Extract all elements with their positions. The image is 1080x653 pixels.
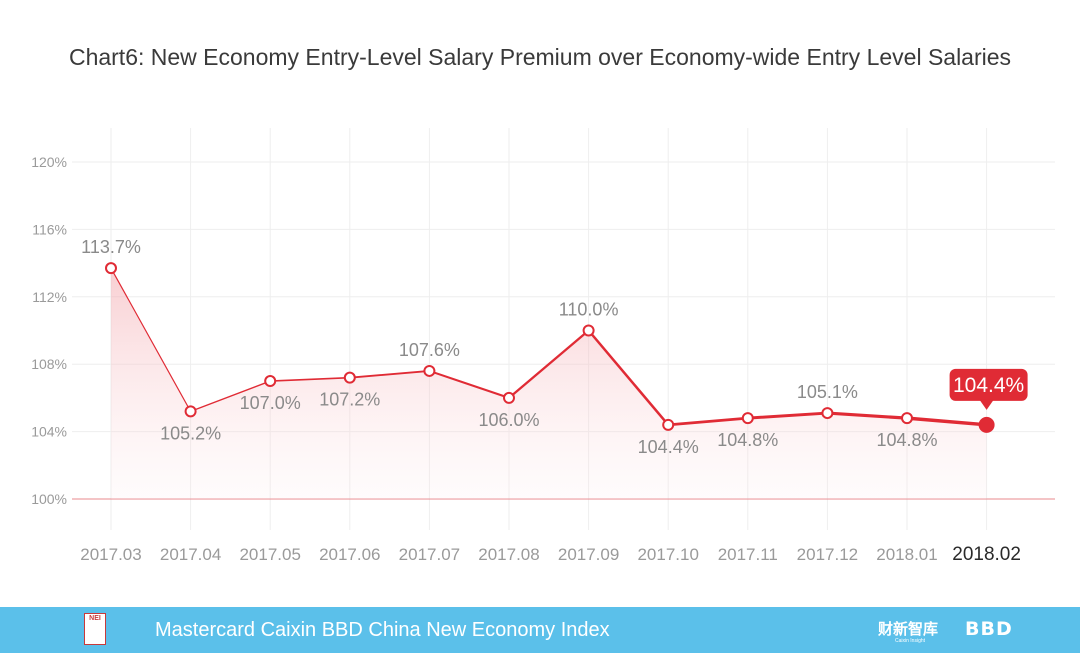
data-label: 105.1% (797, 382, 858, 402)
line-segment (905, 416, 989, 427)
x-tick-label: 2017.06 (319, 545, 380, 564)
y-tick-label: 108% (31, 356, 67, 372)
x-tick-label: 2017.12 (797, 545, 858, 564)
data-label: 107.6% (399, 340, 460, 360)
data-label: 107.0% (240, 393, 301, 413)
data-label-highlight: 104.4% (953, 374, 1024, 397)
line-segment (189, 380, 271, 413)
line-segment (746, 411, 829, 420)
data-label: 105.2% (160, 423, 221, 443)
data-points (105, 262, 995, 433)
x-tick-labels: 2017.03 2017.04 2017.05 2017.06 2017.07 2017.… (80, 544, 1021, 565)
x-tick-label: 2017.04 (160, 545, 221, 564)
x-tick-label: 2017.08 (478, 545, 539, 564)
data-point (503, 391, 515, 404)
footer-bar: NEI Mastercard Caixin BBD China New Econ… (0, 607, 1080, 653)
data-labels: 113.7% 105.2% 107.0% 107.2% 107.6% 106.0% 110.… (81, 237, 1028, 457)
chart-title: Chart6: New Economy Entry-Level Salary P… (68, 44, 1012, 70)
data-label: 106.0% (478, 410, 539, 430)
caixin-insight-logo: 财新智库 (878, 620, 939, 638)
x-tick-label: 2017.11 (718, 545, 778, 564)
line-segment (428, 369, 511, 399)
area-fill (111, 268, 987, 499)
callout-pointer (979, 399, 994, 410)
data-point (582, 324, 595, 337)
data-point (821, 407, 834, 420)
line-segment (269, 376, 351, 382)
x-tick-label: 2018.01 (876, 545, 937, 564)
line-segment (666, 416, 750, 427)
y-tick-label: 112% (32, 289, 67, 305)
x-tick-label: 2017.10 (637, 545, 698, 564)
series-lines (110, 267, 989, 427)
data-point (978, 416, 995, 433)
x-tick-label: 2018.02 (952, 544, 1021, 565)
footer-index-name: Mastercard Caixin BBD China New Economy … (155, 619, 610, 641)
line-segment (507, 329, 590, 400)
data-point (423, 364, 436, 377)
line-segment (110, 267, 192, 412)
y-tick-label: 100% (31, 491, 67, 507)
line-segment (587, 329, 670, 427)
data-label: 104.8% (876, 430, 937, 450)
line-segment (348, 370, 431, 379)
data-point (741, 412, 754, 425)
data-point (264, 375, 277, 388)
line-chart: 113.7% 105.2% 107.0% 107.2% 107.6% 106.0% 110.… (31, 128, 1055, 565)
callout-box (949, 368, 1028, 401)
area-path (111, 268, 987, 499)
data-point (343, 371, 356, 384)
data-point (184, 405, 197, 418)
x-tick-label: 2017.09 (558, 545, 619, 564)
x-tick-label: 2017.05 (239, 545, 300, 564)
y-tick-label: 116% (32, 221, 67, 237)
data-label: 104.4% (638, 437, 699, 457)
y-tick-label: 104% (31, 424, 67, 440)
data-label: 113.7% (81, 237, 141, 257)
data-point (662, 418, 675, 431)
y-tick-labels: 100% 104% 108% 112% 116% 120% (31, 154, 67, 507)
data-label: 110.0% (559, 300, 619, 320)
data-label: 107.2% (319, 390, 380, 410)
bbd-logo: BBD (965, 618, 1013, 640)
highlight-callout: 104.4% (949, 368, 1028, 410)
caixin-insight-sub: Caixin Insight (895, 638, 926, 644)
nei-logo-icon: NEI (84, 613, 106, 645)
x-tick-label: 2017.07 (399, 545, 460, 564)
data-point (901, 412, 913, 425)
x-tick-label: 2017.03 (80, 545, 141, 564)
y-tick-label: 120% (31, 154, 67, 170)
line-segment (825, 411, 909, 420)
data-label: 104.8% (717, 430, 778, 450)
data-point (105, 262, 117, 275)
